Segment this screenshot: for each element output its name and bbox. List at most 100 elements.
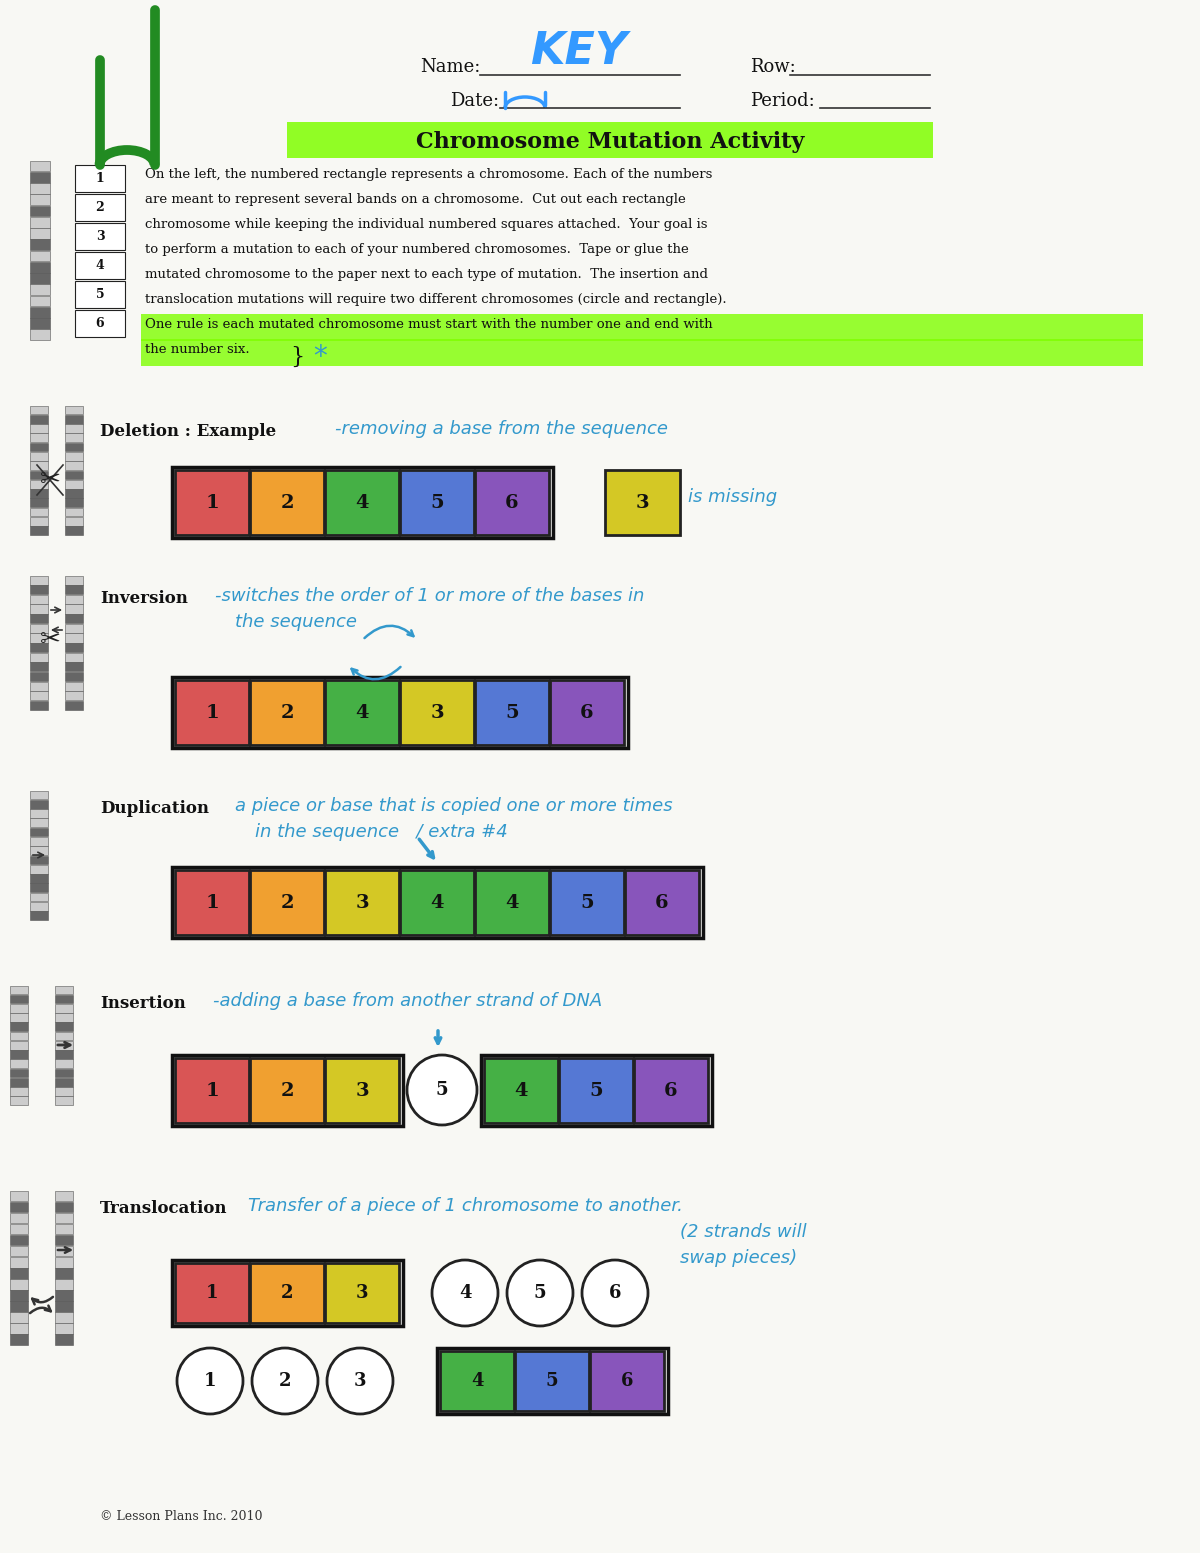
FancyBboxPatch shape [605, 471, 680, 534]
FancyBboxPatch shape [250, 1263, 324, 1323]
Text: 1: 1 [205, 494, 218, 511]
FancyBboxPatch shape [550, 870, 624, 935]
Bar [30, 480, 48, 489]
FancyBboxPatch shape [550, 680, 624, 745]
Text: 3: 3 [354, 1371, 366, 1390]
FancyBboxPatch shape [74, 311, 125, 337]
Bar [65, 452, 83, 461]
FancyBboxPatch shape [325, 471, 398, 534]
Bar [10, 1013, 28, 1022]
Bar [10, 1267, 28, 1278]
Bar [30, 652, 48, 662]
Bar [65, 662, 83, 671]
Text: -removing a base from the sequence: -removing a base from the sequence [335, 419, 668, 438]
Text: Name:: Name: [420, 57, 480, 76]
Text: 1: 1 [205, 704, 218, 722]
Bar [55, 1334, 73, 1345]
Text: the number six.: the number six. [145, 343, 250, 356]
Bar [30, 499, 48, 508]
Bar [10, 1050, 28, 1059]
FancyBboxPatch shape [559, 1058, 634, 1123]
Text: *: * [313, 343, 326, 371]
FancyBboxPatch shape [325, 1263, 398, 1323]
Text: Row:: Row: [750, 57, 796, 76]
Text: On the left, the numbered rectangle represents a chromosome. Each of the numbers: On the left, the numbered rectangle repr… [145, 168, 713, 182]
FancyBboxPatch shape [400, 870, 474, 935]
Bar [65, 585, 83, 595]
FancyBboxPatch shape [250, 870, 324, 935]
Text: 2: 2 [281, 494, 294, 511]
Bar [65, 499, 83, 508]
Bar [30, 318, 50, 329]
Bar [30, 471, 48, 480]
FancyBboxPatch shape [475, 870, 550, 935]
Bar [30, 461, 48, 471]
Bar [55, 1312, 73, 1323]
Bar [65, 700, 83, 710]
Bar [65, 604, 83, 613]
Bar [30, 307, 50, 317]
Bar [55, 1256, 73, 1267]
Bar [10, 1059, 28, 1068]
Text: 2: 2 [281, 704, 294, 722]
Bar [30, 160, 50, 171]
Bar [55, 1280, 73, 1289]
Bar [30, 576, 48, 584]
Bar [55, 1078, 73, 1087]
Bar [30, 194, 50, 205]
FancyBboxPatch shape [175, 1263, 250, 1323]
Bar [30, 433, 48, 443]
Text: 4: 4 [355, 494, 368, 511]
Bar [10, 1246, 28, 1256]
Text: swap pieces): swap pieces) [680, 1249, 797, 1267]
Bar [10, 1031, 28, 1041]
FancyBboxPatch shape [175, 1058, 250, 1123]
Bar [10, 1068, 28, 1078]
Text: a piece or base that is copied one or more times: a piece or base that is copied one or mo… [235, 797, 673, 815]
Text: Insertion: Insertion [100, 995, 186, 1013]
FancyBboxPatch shape [625, 870, 698, 935]
Text: 3: 3 [636, 494, 649, 511]
Text: 3: 3 [96, 230, 104, 242]
Bar [65, 405, 83, 415]
FancyBboxPatch shape [175, 870, 250, 935]
Bar [10, 1235, 28, 1246]
Bar [10, 986, 28, 994]
Bar [55, 1050, 73, 1059]
Text: 1: 1 [205, 1284, 218, 1301]
Bar [55, 1031, 73, 1041]
Circle shape [407, 1054, 478, 1124]
Bar [30, 526, 48, 534]
Text: Transfer of a piece of 1 chromosome to another.: Transfer of a piece of 1 chromosome to a… [248, 1197, 683, 1214]
Text: 3: 3 [355, 1284, 368, 1301]
Bar [172, 467, 553, 537]
FancyBboxPatch shape [400, 680, 474, 745]
Bar [10, 1087, 28, 1096]
Text: -adding a base from another strand of DNA: -adding a base from another strand of DN… [214, 992, 602, 1009]
Text: are meant to represent several bands on a chromosome.  Cut out each rectangle: are meant to represent several bands on … [145, 193, 685, 207]
Bar [30, 262, 50, 272]
Bar [55, 1041, 73, 1050]
FancyBboxPatch shape [515, 1351, 589, 1412]
Text: 2: 2 [96, 200, 104, 214]
Text: Chromosome Mutation Activity: Chromosome Mutation Activity [416, 130, 804, 154]
Text: 6: 6 [608, 1284, 622, 1301]
Text: 5: 5 [580, 893, 594, 912]
Text: (2 strands will: (2 strands will [680, 1224, 806, 1241]
Bar [30, 508, 48, 517]
FancyBboxPatch shape [142, 339, 1142, 367]
Bar [172, 1259, 403, 1326]
Bar [65, 613, 83, 623]
Bar [65, 672, 83, 682]
Bar [30, 884, 48, 891]
Bar [30, 172, 50, 183]
Bar [55, 995, 73, 1003]
Bar [55, 1096, 73, 1106]
Bar [30, 624, 48, 634]
Bar [55, 1003, 73, 1013]
Bar [30, 183, 50, 194]
Bar [10, 1096, 28, 1106]
Text: 6: 6 [505, 494, 518, 511]
Text: mutated chromosome to the paper next to each type of mutation.  The insertion an: mutated chromosome to the paper next to … [145, 269, 708, 281]
FancyBboxPatch shape [175, 680, 250, 745]
